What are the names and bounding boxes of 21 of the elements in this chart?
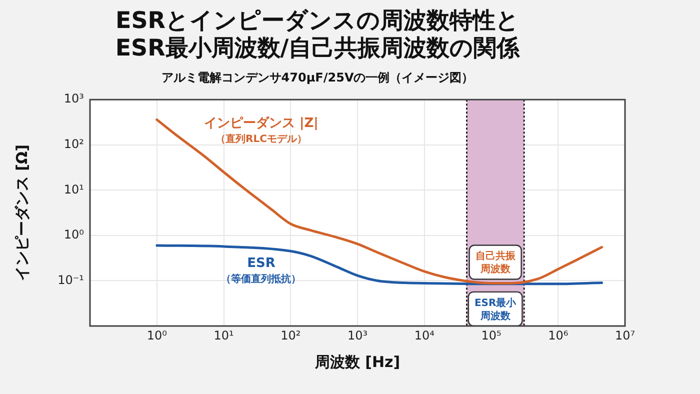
y-tick-label: 10³ [64,92,84,106]
annotation: ESR最小周波数 [474,296,518,322]
x-tick-label: 10⁰ [146,328,168,342]
series-label: インピーダンス |Z| （直列RLCモデル） [204,116,318,145]
annotation: 自己共振周波数 [475,250,516,276]
x-tick-label: 10² [280,328,301,342]
y-tick-label: 10¹ [64,182,84,196]
chart-title: ESRとインピーダンスの周波数特性と ESR最小周波数/自己共振周波数の関係 [115,8,521,62]
chart-subtitle: アルミ電解コンデンサ470µF/25Vの一例（イメージ図） [161,70,474,85]
x-tick-label: 10¹ [214,328,234,342]
x-axis-title: 周波数 [Hz] [314,352,400,371]
y-tick-label: 10⁰ [64,228,84,242]
series-label: ESR （等価直列抵抗） [221,256,302,286]
x-tick-label: 10³ [347,328,368,342]
x-tick-label: 10⁵ [481,328,502,342]
y-axis-title: インピーダンス [Ω] [12,144,31,282]
x-tick-label: 10⁷ [614,328,636,342]
x-tick-label: 10⁴ [414,328,435,342]
x-tick-label: 10⁶ [548,328,568,342]
y-tick-label: 10² [64,137,84,152]
y-tick-label: 10⁻¹ [58,272,84,287]
